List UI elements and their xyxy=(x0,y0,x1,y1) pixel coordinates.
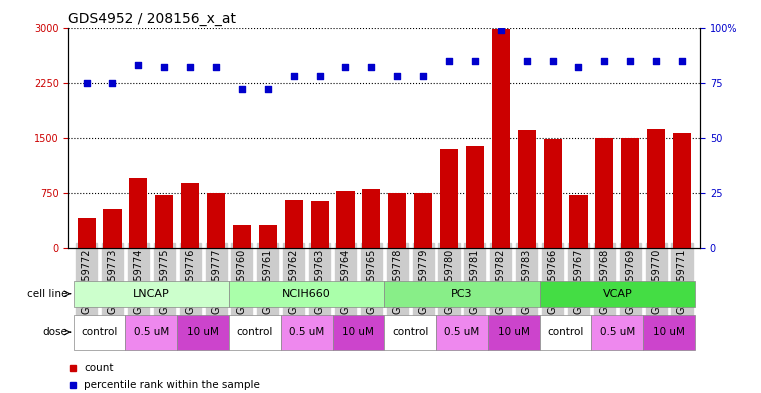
Text: 0.5 uM: 0.5 uM xyxy=(444,327,479,337)
Text: LNCAP: LNCAP xyxy=(133,289,170,299)
Point xyxy=(339,64,352,70)
Point xyxy=(572,64,584,70)
Bar xyxy=(103,209,122,248)
Bar xyxy=(281,315,333,350)
Point xyxy=(469,57,481,64)
Bar xyxy=(643,315,695,350)
Bar xyxy=(621,138,639,248)
Bar xyxy=(595,138,613,248)
Point xyxy=(598,57,610,64)
Text: NCIH660: NCIH660 xyxy=(282,289,331,299)
Point xyxy=(288,73,300,79)
Bar xyxy=(333,315,384,350)
Bar xyxy=(126,315,177,350)
Bar xyxy=(543,139,562,248)
Bar xyxy=(74,281,229,307)
Point xyxy=(236,86,248,92)
Text: 10 uM: 10 uM xyxy=(187,327,219,337)
Bar xyxy=(440,149,458,248)
Text: VCAP: VCAP xyxy=(603,289,632,299)
Point xyxy=(262,86,274,92)
Bar xyxy=(181,183,199,248)
Point xyxy=(546,57,559,64)
Text: control: control xyxy=(81,327,118,337)
Bar xyxy=(414,193,432,248)
Bar xyxy=(229,315,281,350)
Text: 10 uM: 10 uM xyxy=(342,327,374,337)
Point xyxy=(391,73,403,79)
Bar xyxy=(517,130,536,248)
Text: control: control xyxy=(392,327,428,337)
Bar xyxy=(384,315,436,350)
Text: 0.5 uM: 0.5 uM xyxy=(134,327,169,337)
Bar xyxy=(466,146,484,248)
Bar xyxy=(229,281,384,307)
Point xyxy=(210,64,222,70)
Bar xyxy=(436,315,488,350)
Bar xyxy=(540,315,591,350)
Point xyxy=(314,73,326,79)
Bar xyxy=(310,201,329,248)
Point xyxy=(650,57,662,64)
Text: control: control xyxy=(547,327,584,337)
Text: control: control xyxy=(237,327,273,337)
Text: 10 uM: 10 uM xyxy=(653,327,685,337)
Text: percentile rank within the sample: percentile rank within the sample xyxy=(84,380,260,390)
Bar xyxy=(207,193,225,248)
Text: 10 uM: 10 uM xyxy=(498,327,530,337)
Text: GDS4952 / 208156_x_at: GDS4952 / 208156_x_at xyxy=(68,13,237,26)
Text: cell line: cell line xyxy=(27,289,67,299)
Bar xyxy=(569,195,587,248)
Point xyxy=(495,27,507,33)
Bar xyxy=(285,200,303,248)
Bar xyxy=(384,281,540,307)
Point xyxy=(184,64,196,70)
Bar xyxy=(336,191,355,248)
Bar xyxy=(388,193,406,248)
Point xyxy=(107,79,119,86)
Bar xyxy=(78,218,96,248)
Bar xyxy=(155,195,174,248)
Point xyxy=(521,57,533,64)
Bar xyxy=(362,189,380,248)
Point xyxy=(676,57,688,64)
Bar xyxy=(259,225,277,248)
Text: 0.5 uM: 0.5 uM xyxy=(289,327,324,337)
Point xyxy=(81,79,93,86)
Bar xyxy=(591,315,643,350)
Bar xyxy=(129,178,148,248)
Text: dose: dose xyxy=(43,327,67,337)
Bar xyxy=(233,225,251,248)
Bar xyxy=(488,315,540,350)
Bar xyxy=(74,315,126,350)
Text: 0.5 uM: 0.5 uM xyxy=(600,327,635,337)
Bar xyxy=(647,129,665,248)
Point xyxy=(132,62,145,68)
Point xyxy=(417,73,429,79)
Text: count: count xyxy=(84,362,114,373)
Point xyxy=(624,57,636,64)
Bar xyxy=(673,133,691,248)
Point xyxy=(443,57,455,64)
Point xyxy=(158,64,170,70)
Bar xyxy=(177,315,229,350)
Bar xyxy=(492,29,510,248)
Point xyxy=(365,64,377,70)
Bar xyxy=(540,281,695,307)
Text: PC3: PC3 xyxy=(451,289,473,299)
